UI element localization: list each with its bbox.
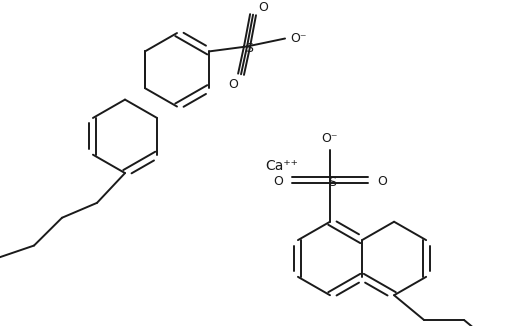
Text: Ca⁺⁺: Ca⁺⁺ [265, 159, 298, 173]
Text: O: O [377, 174, 387, 187]
Text: S: S [328, 175, 336, 188]
Text: O⁻: O⁻ [322, 132, 338, 145]
Text: O: O [258, 1, 268, 14]
Text: O: O [228, 78, 238, 91]
Text: O⁻: O⁻ [290, 32, 306, 45]
Text: S: S [245, 42, 253, 55]
Text: O: O [273, 174, 283, 187]
